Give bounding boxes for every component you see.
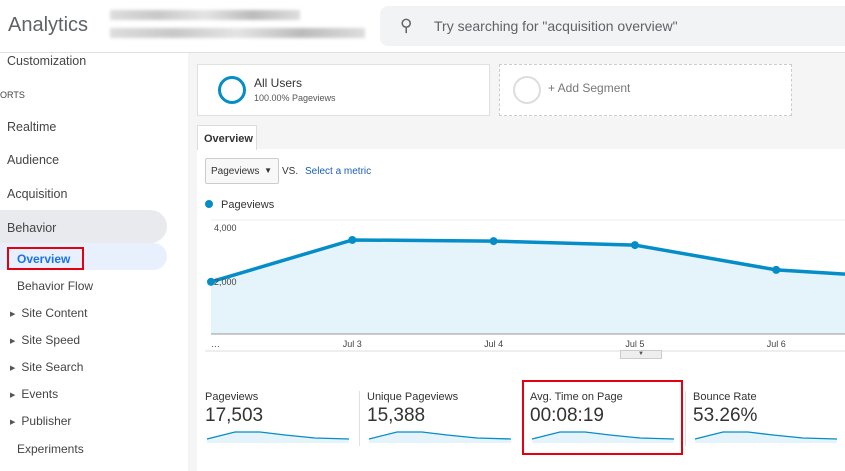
- data-point: [772, 265, 781, 274]
- tab-overview[interactable]: Overview: [197, 125, 257, 150]
- reports-heading: ORTS: [0, 90, 25, 100]
- caret-right-icon: ▶: [10, 311, 16, 318]
- label: Publisher: [21, 414, 72, 428]
- label: Site Speed: [21, 333, 81, 347]
- x-tick-label: …: [211, 339, 220, 349]
- vs-label: VS.: [282, 166, 299, 177]
- sidebar-item-realtime[interactable]: Realtime: [7, 120, 57, 134]
- metric-value: 00:08:19: [530, 405, 604, 426]
- metric-label: Avg. Time on Page: [530, 391, 623, 403]
- caret-right-icon: ▶: [10, 338, 16, 345]
- sidebar-item-site-search[interactable]: ▶ Site Search: [10, 360, 83, 374]
- add-segment-label: + Add Segment: [548, 81, 631, 95]
- legend-dot-icon: [205, 200, 213, 208]
- sidebar-item-events[interactable]: ▶ Events: [10, 387, 58, 401]
- metric-value: 17,503: [205, 405, 264, 426]
- sidebar-item-experiments[interactable]: Experiments: [17, 442, 84, 456]
- main-content: All Users 100.00% Pageviews + Add Segmen…: [188, 53, 845, 471]
- sidebar-item-behavior-flow[interactable]: Behavior Flow: [17, 279, 94, 293]
- empty-segment-icon: [513, 76, 541, 104]
- chevron-down-icon: ▼: [264, 166, 272, 175]
- account-name-blurred[interactable]: [110, 10, 300, 20]
- highlight-box-overview: [7, 247, 84, 270]
- caret-right-icon: ▶: [10, 419, 16, 426]
- add-segment-button[interactable]: + Add Segment: [499, 64, 792, 116]
- data-point: [207, 277, 215, 286]
- y-tick-label: 2,000: [214, 277, 237, 287]
- metric-value: 15,388: [367, 405, 426, 426]
- caret-right-icon: ▶: [10, 392, 16, 399]
- sidebar-item-publisher[interactable]: ▶ Publisher: [10, 414, 71, 428]
- area-fill: [211, 239, 845, 334]
- sidebar-item-behavior[interactable]: Behavior: [7, 221, 57, 235]
- metric-value: Pageviews: [211, 166, 260, 177]
- metric-label: Unique Pageviews: [367, 391, 459, 403]
- property-name-blurred[interactable]: [110, 28, 365, 38]
- segment-name: All Users: [254, 76, 303, 90]
- chart-expand-handle[interactable]: ▼: [620, 350, 662, 359]
- metric-label: Bounce Rate: [693, 391, 757, 403]
- data-point: [348, 235, 357, 244]
- search-bar[interactable]: ⚲ Try searching for "acquisition overvie…: [380, 6, 845, 46]
- series-line: [210, 238, 845, 284]
- data-point: [489, 237, 498, 246]
- sidebar-item-customization[interactable]: Customization: [7, 54, 87, 68]
- metric-sparkline: [531, 431, 675, 443]
- sidebar-item-overview[interactable]: Overview: [17, 252, 71, 266]
- x-tick-label: Jul 3: [343, 339, 362, 349]
- y-tick-label: 4,000: [214, 223, 237, 233]
- behavior-highlight: [0, 210, 167, 243]
- search-icon: ⚲: [400, 16, 413, 35]
- metric-label: Pageviews: [205, 391, 259, 403]
- metric-value: 53.26%: [693, 405, 758, 426]
- sidebar-item-acquisition[interactable]: Acquisition: [7, 187, 68, 201]
- caret-right-icon: ▶: [10, 365, 16, 372]
- metric-sparkline: [206, 431, 350, 443]
- metric-bounce-rate[interactable]: Bounce Rate 53.26%: [685, 391, 843, 448]
- data-point: [630, 241, 639, 250]
- x-tick-label: Jul 6: [767, 339, 786, 349]
- metric-divider: [685, 391, 686, 446]
- sidebar-item-site-speed[interactable]: ▶ Site Speed: [10, 333, 80, 347]
- sidebar: Customization ORTS Realtime Audience Acq…: [0, 53, 188, 471]
- segment-subtitle: 100.00% Pageviews: [254, 93, 336, 103]
- label: Site Search: [21, 360, 84, 374]
- sidebar-item-audience[interactable]: Audience: [7, 153, 60, 167]
- legend-label: Pageviews: [221, 199, 275, 211]
- segment-all-users[interactable]: All Users 100.00% Pageviews: [197, 64, 490, 116]
- label: Site Content: [21, 306, 88, 320]
- metric-sparkline: [368, 431, 512, 443]
- metric-unique-pageviews[interactable]: Unique Pageviews 15,388: [359, 391, 517, 448]
- label: Events: [21, 387, 59, 401]
- x-tick-label: Jul 5: [625, 339, 644, 349]
- metric-dropdown[interactable]: Pageviews ▼: [205, 158, 279, 184]
- x-tick-label: Jul 4: [484, 339, 503, 349]
- highlight-box-avg-time: [522, 380, 683, 455]
- chart-legend: Pageviews: [205, 199, 274, 211]
- sidebar-item-site-content[interactable]: ▶ Site Content: [10, 306, 87, 320]
- metric-pageviews[interactable]: Pageviews 17,503: [205, 391, 355, 448]
- segment-circle-icon: [218, 76, 246, 104]
- metric-divider: [359, 391, 360, 446]
- pageviews-chart[interactable]: 4,000 2,000 … Jul 3 Jul 4 Jul 5 Jul 6: [188, 213, 845, 363]
- top-header: Analytics ⚲ Try searching for "acquisiti…: [0, 0, 845, 53]
- app-title: Analytics: [8, 14, 89, 36]
- metric-avg-time-on-page[interactable]: Avg. Time on Page 00:08:19: [522, 391, 680, 448]
- select-metric-link[interactable]: Select a metric: [305, 166, 372, 177]
- search-placeholder[interactable]: Try searching for "acquisition overview": [434, 18, 678, 34]
- metric-sparkline: [694, 431, 838, 443]
